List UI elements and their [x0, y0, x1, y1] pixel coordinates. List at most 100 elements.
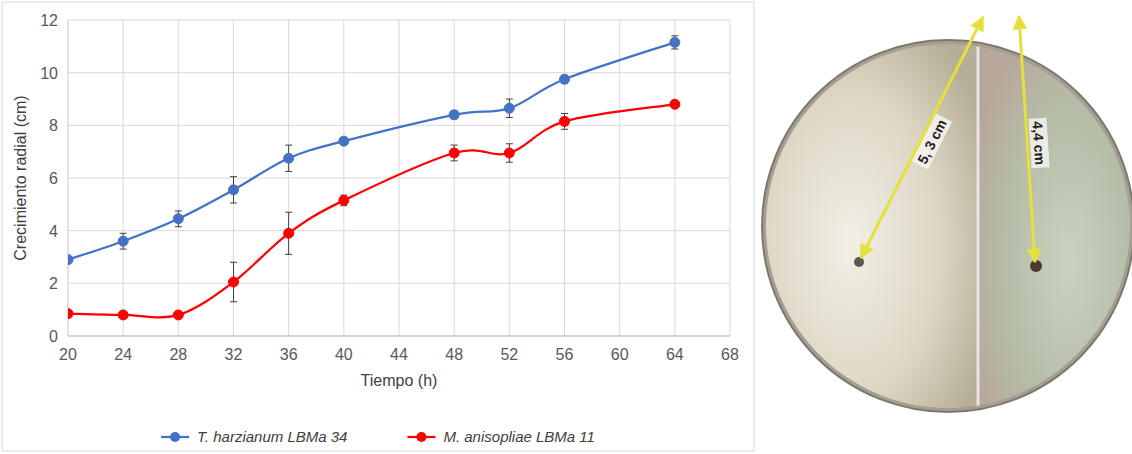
- error-cap: [285, 254, 292, 255]
- legend-item: M. anisopliae LBMa 11: [407, 428, 594, 445]
- x-tick-label: 56: [556, 346, 574, 363]
- error-cap: [561, 129, 568, 130]
- y-grid-line: [68, 20, 730, 21]
- measure-text: 5, 3 cm: [914, 117, 950, 167]
- point: [449, 110, 459, 120]
- y-axis-line: [68, 20, 69, 336]
- x-tick-label: 68: [721, 346, 739, 363]
- y-tick-label: 10: [40, 65, 58, 82]
- error-cap: [175, 210, 182, 211]
- y-grid-line: [68, 283, 730, 284]
- point: [504, 148, 514, 158]
- y-tick-label: 8: [49, 117, 58, 134]
- point: [449, 148, 459, 158]
- point: [118, 236, 128, 246]
- series: [68, 36, 680, 265]
- x-tick-label: 64: [666, 346, 684, 363]
- error-cap: [671, 48, 678, 49]
- x-tick-label: 32: [225, 346, 243, 363]
- legend: T. harzianum LBMa 34 M. anisopliae LBMa 1…: [161, 428, 595, 445]
- x-grid-line: [68, 20, 69, 336]
- error-cap: [451, 145, 458, 146]
- point: [118, 310, 128, 320]
- error-cap: [506, 99, 513, 100]
- error-cap: [230, 203, 237, 204]
- error-cap: [561, 113, 568, 114]
- point: [504, 103, 514, 113]
- dish-rim: [762, 40, 1132, 412]
- divider: [977, 46, 980, 405]
- y-grid-line: [68, 178, 730, 179]
- petri-dish: 5, 3 cm 4,4 cm: [762, 16, 1132, 412]
- y-tick-label: 6: [49, 170, 58, 187]
- y-grid-line: [68, 230, 730, 231]
- y-tick-label: 12: [40, 12, 58, 29]
- x-tick-label: 60: [611, 346, 629, 363]
- measure-text: 4,4 cm: [1030, 121, 1049, 166]
- x-tick-label: 28: [169, 346, 187, 363]
- legend-item: T. harzianum LBMa 34: [161, 428, 347, 445]
- chart-frame: [2, 2, 754, 451]
- y-grid-line: [68, 72, 730, 73]
- legend-marker: [416, 432, 426, 442]
- x-axis-line: [68, 336, 730, 337]
- legend-label: T. harzianum LBMa 34: [197, 428, 347, 445]
- x-tick-label: 40: [335, 346, 353, 363]
- point: [229, 277, 239, 287]
- point: [284, 228, 294, 238]
- y-axis-title: Crecimiento radial (cm): [12, 95, 29, 260]
- y-tick-label: 0: [49, 328, 58, 345]
- point: [284, 153, 294, 163]
- error-cap: [285, 171, 292, 172]
- x-tick-label: 24: [114, 346, 132, 363]
- grid: [68, 20, 730, 336]
- error-cap: [230, 176, 237, 177]
- inoculum: [854, 257, 864, 267]
- label-patch: [1028, 118, 1049, 169]
- right-colony: [978, 46, 1130, 405]
- series-line: [68, 104, 675, 317]
- point: [173, 310, 183, 320]
- point: [68, 309, 73, 319]
- x-tick-label: 44: [390, 346, 408, 363]
- error-cap: [506, 162, 513, 163]
- point: [68, 255, 73, 265]
- error-cap: [175, 226, 182, 227]
- x-tick-label: 52: [500, 346, 518, 363]
- measure-label: 5, 3 cm: [912, 114, 952, 170]
- measure-label: 4,4 cm: [1028, 118, 1049, 169]
- point: [560, 116, 570, 126]
- measure-arrow: [861, 17, 983, 258]
- error-cap: [230, 301, 237, 302]
- legend-label: M. anisopliae LBMa 11: [443, 428, 594, 445]
- error-cap: [120, 249, 127, 250]
- x-tick-label: 48: [445, 346, 463, 363]
- point: [670, 99, 680, 109]
- point: [339, 136, 349, 146]
- x-grid-line: [233, 20, 234, 336]
- legend-marker: [170, 432, 180, 442]
- series: [68, 99, 680, 320]
- x-tick-label: 36: [280, 346, 298, 363]
- error-cap: [285, 212, 292, 213]
- y-grid-line: [68, 125, 730, 126]
- error-cap: [451, 160, 458, 161]
- error-cap: [506, 117, 513, 118]
- y-grid-line: [68, 336, 730, 337]
- point: [339, 195, 349, 205]
- x-axis-title: Tiempo (h): [361, 372, 438, 389]
- plot-area: [68, 36, 680, 320]
- y-tick-label: 2: [49, 275, 58, 292]
- label-patch: [912, 114, 952, 170]
- point: [560, 74, 570, 84]
- error-cap: [285, 145, 292, 146]
- figure: 20242832364044485256606468024681012Tiemp…: [0, 0, 1132, 454]
- series-line: [68, 42, 675, 259]
- error-cap: [506, 143, 513, 144]
- point: [229, 185, 239, 195]
- left-colony: [766, 44, 978, 408]
- point: [670, 37, 680, 47]
- error-cap: [671, 35, 678, 36]
- y-tick-label: 4: [49, 223, 58, 240]
- point: [173, 214, 183, 224]
